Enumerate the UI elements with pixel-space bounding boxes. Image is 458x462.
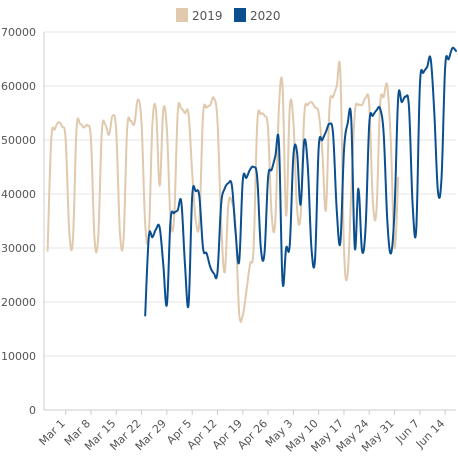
series-line-2019[interactable] (46, 60, 400, 323)
x-tick-label: Mar 1 (37, 417, 68, 448)
legend: 2019 2020 (176, 8, 281, 23)
y-tick-label: 30000 (1, 242, 36, 255)
gridlines (44, 31, 456, 357)
y-axis: 0 10000 20000 30000 40000 50000 60000 70000 (1, 26, 45, 417)
legend-label-2019: 2019 (192, 9, 223, 23)
y-tick-label: 10000 (1, 350, 36, 363)
y-tick-label: 70000 (1, 26, 36, 39)
y-tick-label: 60000 (1, 80, 36, 93)
y-tick-label: 40000 (1, 188, 36, 201)
y-tick-label: 20000 (1, 296, 36, 309)
legend-item-2020[interactable]: 2020 (234, 8, 281, 23)
legend-item-2019[interactable]: 2019 (176, 8, 223, 23)
legend-swatch-2020 (234, 8, 246, 22)
legend-swatch-2019 (176, 8, 188, 22)
legend-label-2020: 2020 (250, 9, 281, 23)
x-tick-label: Jun 14 (413, 417, 447, 451)
series-line-2020[interactable] (144, 46, 457, 317)
series-lines (46, 46, 457, 323)
y-tick-label: 0 (29, 404, 36, 417)
y-tick-label: 50000 (1, 134, 36, 147)
